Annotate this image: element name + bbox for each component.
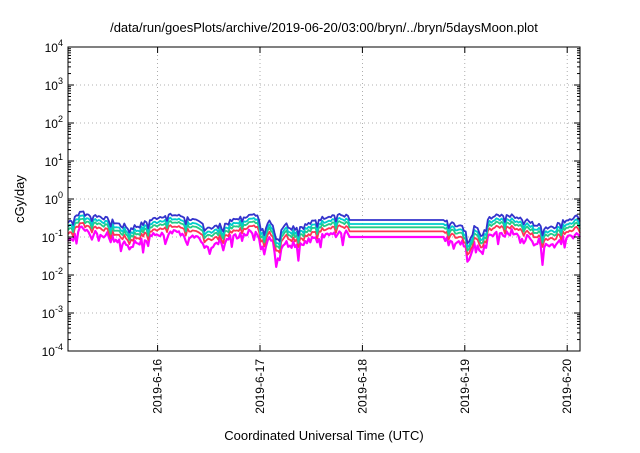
chart-title: /data/run/goesPlots/archive/2019-06-20/0… xyxy=(110,20,538,35)
series-line-3 xyxy=(67,214,581,249)
x-tick-label: 2019-6-18 xyxy=(355,359,369,414)
x-axis: 2019-6-16 2019-6-17 2019-6-18 2019-6-19 2019… xyxy=(151,47,574,414)
y-tick-label: 10-3 xyxy=(42,304,63,321)
y-tick-label: 10-1 xyxy=(42,228,63,245)
y-axis: 104 103 102 101 100 10-1 10-2 10-3 10-4 xyxy=(42,38,580,359)
series-group xyxy=(67,210,581,268)
y-axis-title: cGy/day xyxy=(12,175,27,223)
series-line-2 xyxy=(67,217,581,252)
x-tick-label: 2019-6-17 xyxy=(253,359,267,414)
y-tick-label: 102 xyxy=(45,114,63,131)
y-tick-label: 10-2 xyxy=(42,266,63,283)
y-tick-label: 103 xyxy=(45,76,63,93)
x-tick-label: 2019-6-16 xyxy=(151,359,165,414)
y-tick-label: 10-4 xyxy=(42,342,63,359)
series-line-0 xyxy=(67,225,581,268)
x-axis-title: Coordinated Universal Time (UTC) xyxy=(224,428,423,443)
y-tick-label: 100 xyxy=(45,190,63,207)
x-tick-label: 2019-6-20 xyxy=(560,359,574,414)
grid xyxy=(68,47,580,351)
series-line-1 xyxy=(67,221,581,256)
y-tick-label: 104 xyxy=(45,38,63,55)
x-tick-label: 2019-6-19 xyxy=(458,359,472,414)
y-tick-label: 101 xyxy=(45,152,63,169)
series-line-4 xyxy=(67,210,581,245)
